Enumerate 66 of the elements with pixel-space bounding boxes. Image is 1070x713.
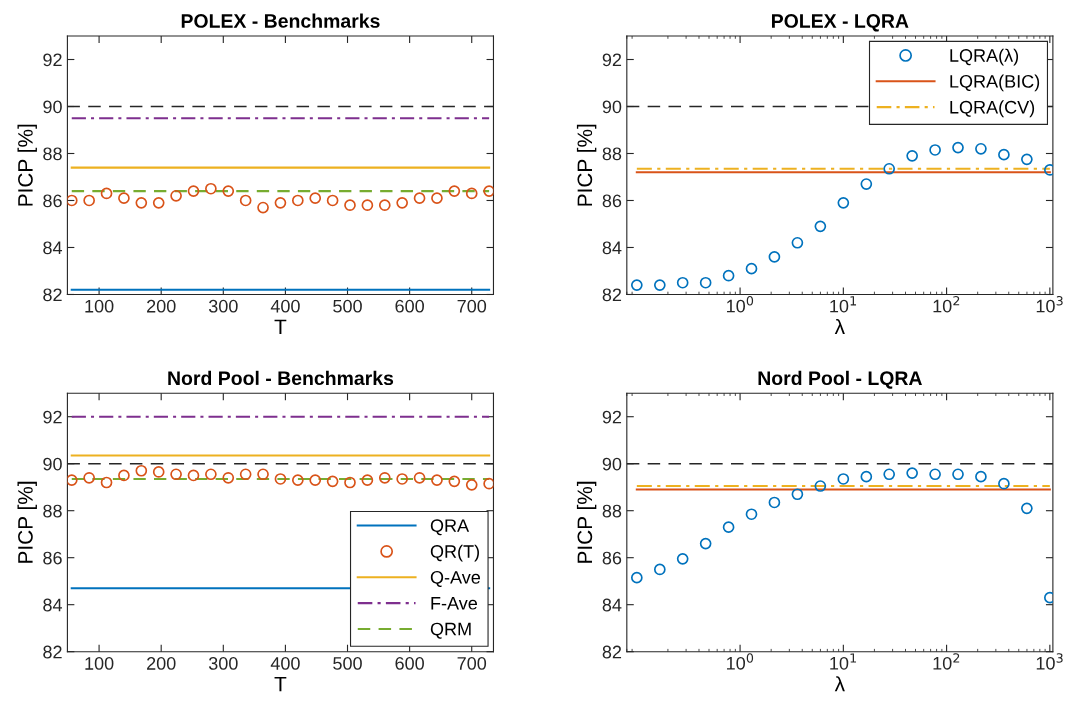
x-axis-title: T (274, 319, 287, 335)
legend-label: Q-Ave (430, 570, 481, 587)
y-axis-title: PICP [%] (576, 481, 597, 563)
y-tick-label: 92 (43, 410, 62, 424)
x-tick-label: 100 (85, 657, 114, 670)
y-tick-label: 82 (602, 288, 622, 302)
y-tick-label: 86 (602, 551, 622, 565)
y-tick-label: 82 (602, 645, 622, 659)
y-tick-label: 90 (602, 100, 622, 114)
y-tick-label: 82 (43, 288, 62, 302)
y-tick-label: 84 (43, 598, 63, 612)
y-tick-label: 88 (602, 147, 622, 161)
x-axis-title: λ (834, 318, 845, 335)
y-tick-label: 84 (43, 241, 63, 255)
legend-label: F-Ave (431, 597, 478, 610)
legend-label: QRM (430, 622, 471, 639)
y-axis-title: PICP [%] (17, 481, 37, 563)
x-axis-title: T (274, 676, 287, 692)
x-tick-label: 500 (333, 657, 362, 670)
x-tick-label: 600 (395, 657, 424, 670)
x-tick-label: 10$^{0}$ (727, 295, 754, 313)
x-tick-label: 700 (457, 657, 487, 670)
y-tick-label: 84 (602, 241, 622, 255)
x-tick-label: 400 (270, 299, 300, 313)
y-tick-label: 82 (43, 645, 62, 659)
legend-label: LQRA(CV) (950, 100, 1035, 118)
y-tick-label: 86 (602, 194, 622, 208)
x-tick-label: 200 (147, 299, 176, 313)
x-tick-label: 10$^{2}$ (933, 295, 960, 313)
x-tick-label: 600 (395, 299, 424, 313)
y-tick-label: 90 (43, 457, 62, 471)
x-tick-label: 400 (270, 657, 300, 670)
chart-title: Nord Pool - Benchmarks (168, 370, 394, 386)
y-tick-label: 84 (602, 598, 622, 612)
chart-title: POLEX - Benchmarks (181, 13, 380, 28)
chart-title: Nord Pool - LQRA (758, 370, 922, 389)
x-tick-label: 300 (208, 299, 238, 313)
y-tick-label: 92 (602, 410, 622, 424)
y-axis-title: PICP [%] (17, 124, 37, 206)
y-tick-label: 86 (43, 194, 62, 208)
x-tick-label: 10$^{3}$ (1036, 295, 1063, 313)
y-tick-label: 92 (43, 53, 62, 67)
y-tick-label: 88 (43, 147, 62, 161)
y-tick-label: 86 (43, 551, 62, 565)
y-tick-label: 92 (602, 53, 622, 67)
x-tick-label: 100 (85, 299, 114, 313)
y-tick-label: 90 (602, 457, 622, 471)
legend-label: QR(T) (430, 544, 479, 562)
x-tick-label: 200 (147, 657, 176, 670)
x-tick-label: 10$^{3}$ (1036, 653, 1063, 670)
legend-label: LQRA(BIC) (950, 74, 1040, 92)
x-tick-label: 10$^{0}$ (727, 653, 754, 670)
chart-title: POLEX - LQRA (772, 14, 909, 32)
y-axis-title: PICP [%] (576, 124, 597, 206)
x-axis-title: λ (834, 676, 845, 692)
x-tick-label: 700 (457, 299, 487, 313)
legend-label: LQRA(λ) (950, 48, 1019, 66)
x-tick-label: 10$^{1}$ (830, 296, 857, 313)
x-tick-label: 10$^{1}$ (830, 653, 857, 670)
y-tick-label: 90 (43, 100, 62, 114)
y-tick-label: 88 (602, 504, 622, 518)
y-tick-label: 88 (43, 504, 62, 518)
x-tick-label: 300 (208, 657, 238, 670)
x-tick-label: 500 (333, 299, 362, 313)
legend-label: QRA (430, 519, 470, 536)
x-tick-label: 10$^{2}$ (933, 653, 960, 670)
